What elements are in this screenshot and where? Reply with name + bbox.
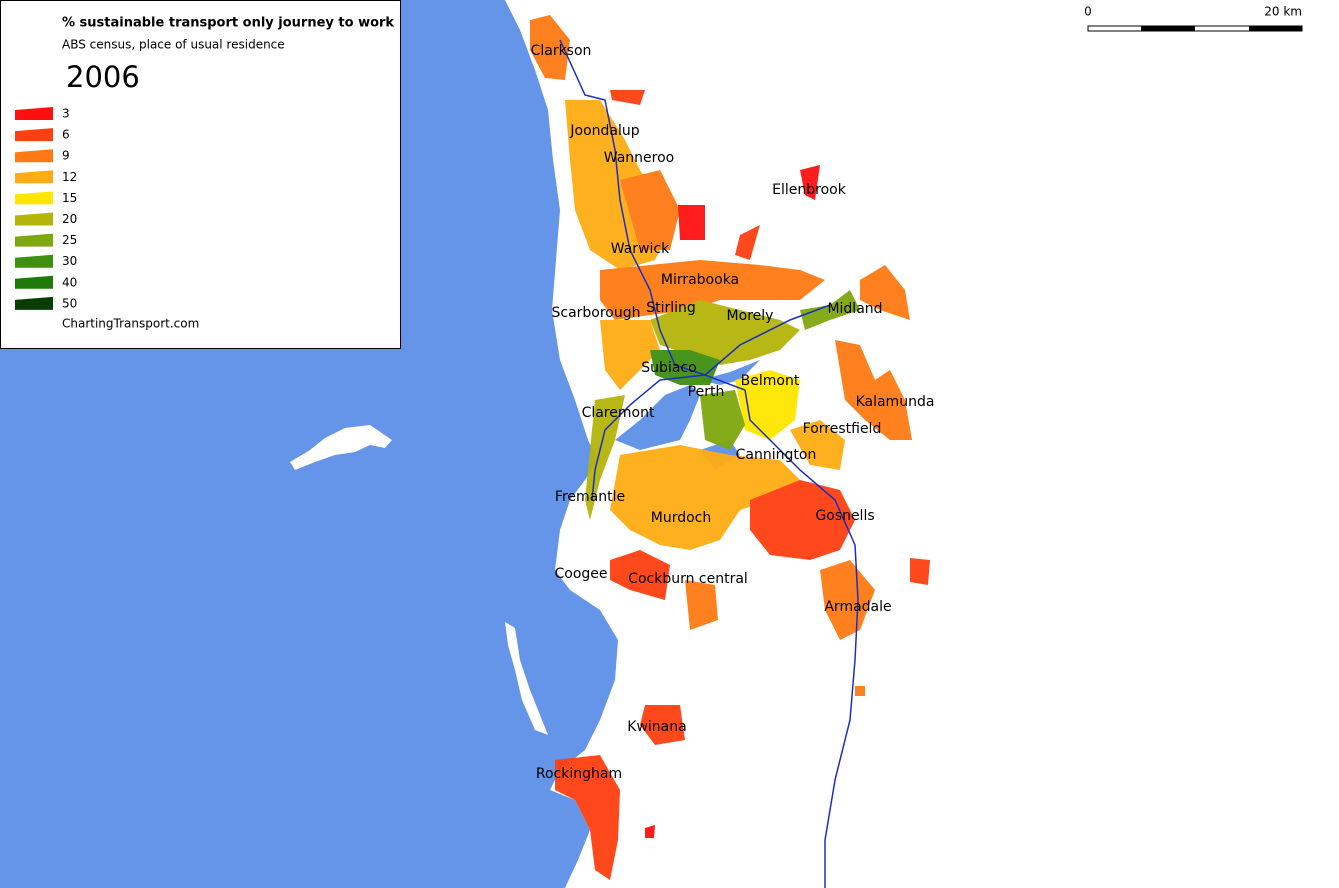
place-label: Ellenbrook (772, 182, 847, 198)
legend-label: 30 (62, 254, 77, 268)
legend-label: 25 (62, 233, 77, 247)
place-label: Rockingham (536, 766, 622, 782)
legend-swatch (15, 275, 53, 289)
legend-box (0, 0, 401, 349)
legend-swatch (15, 128, 53, 142)
place-label: Cockburn central (628, 571, 748, 587)
legend-label: 3 (62, 107, 70, 121)
legend-swatch (15, 212, 53, 226)
scale-end: 20 km (1264, 5, 1302, 19)
legend-swatch (15, 233, 53, 247)
legend-swatch (15, 107, 53, 120)
place-label: Stirling (646, 300, 696, 316)
place-label: Belmont (741, 373, 800, 389)
place-label: Scarborough (551, 305, 640, 321)
legend-label: 6 (62, 128, 70, 142)
place-label: Warwick (611, 241, 670, 257)
place-label: Murdoch (651, 510, 711, 526)
legend-swatch (15, 170, 53, 184)
legend-label: 20 (62, 212, 77, 226)
legend-label: 12 (62, 170, 77, 184)
garden-island (505, 622, 548, 735)
legend-label: 9 (62, 149, 70, 163)
legend-subtitle: ABS census, place of usual residence (62, 38, 285, 52)
place-label: Morely (727, 308, 774, 324)
legend-swatch (15, 296, 53, 310)
year: 2006 (66, 60, 140, 94)
rail-lines (559, 39, 859, 888)
legend-label: 40 (62, 275, 77, 289)
scale-start: 0 (1084, 5, 1092, 19)
suburbs (530, 15, 930, 880)
place-label: Coogee (554, 566, 607, 582)
credit: ChartingTransport.com (62, 317, 199, 331)
place-label: Kwinana (627, 719, 686, 735)
place-label: Forrestfield (803, 421, 882, 437)
legend-label: 50 (62, 296, 77, 310)
legend-label: 15 (62, 191, 77, 205)
place-label: Midland (827, 301, 882, 317)
legend-swatch (15, 149, 53, 163)
place-label: Subiaco (641, 360, 696, 376)
place-label: Wanneroo (604, 150, 674, 166)
place-label: Fremantle (555, 489, 625, 505)
place-label: Clarkson (531, 43, 592, 59)
legend-swatch (15, 191, 53, 205)
legend-items: 3 6 9 12 15 20 25 30 40 50 (15, 107, 77, 310)
scale-bar: 0 20 km (1084, 5, 1303, 32)
place-label: Kalamunda (856, 394, 935, 410)
place-label: Mirrabooka (661, 272, 739, 288)
place-label: Armadale (824, 599, 891, 615)
place-label: Gosnells (815, 508, 874, 524)
place-labels: Clarkson Joondalup Wanneroo Ellenbrook Warwi… (531, 43, 935, 782)
place-label: Cannington (736, 447, 817, 463)
place-label: Joondalup (569, 123, 639, 139)
legend-title: % sustainable transport only journey to … (62, 16, 394, 31)
place-label: Perth (688, 384, 725, 400)
place-label: Claremont (582, 405, 655, 421)
legend-swatch (15, 254, 53, 268)
rottnest-island (290, 425, 392, 470)
